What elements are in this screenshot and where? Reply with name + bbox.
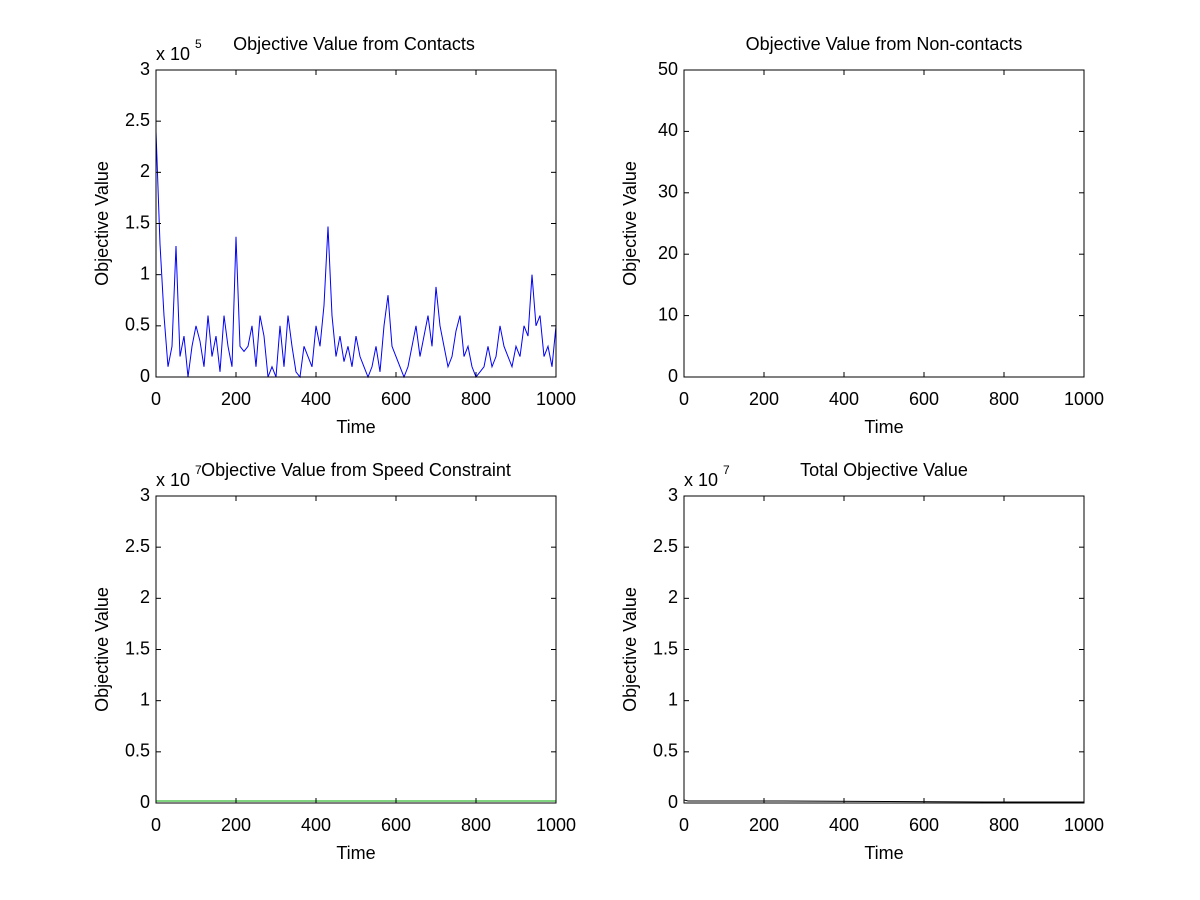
y-tick-label: 1 bbox=[668, 689, 678, 709]
y-tick-label: 3 bbox=[140, 485, 150, 505]
y-axis-label: Objective Value bbox=[92, 161, 112, 286]
plot-area bbox=[156, 70, 556, 377]
y-tick-label: 10 bbox=[658, 304, 678, 324]
y-tick-label: 0 bbox=[140, 792, 150, 812]
x-axis-label: Time bbox=[336, 843, 375, 863]
x-tick-label: 1000 bbox=[536, 815, 576, 835]
y-tick-label: 0 bbox=[140, 366, 150, 386]
y-tick-label: 30 bbox=[658, 182, 678, 202]
x-tick-label: 0 bbox=[151, 815, 161, 835]
x-tick-label: 1000 bbox=[1064, 389, 1104, 409]
x-tick-label: 800 bbox=[461, 815, 491, 835]
x-tick-label: 200 bbox=[221, 815, 251, 835]
axes-box bbox=[683, 69, 1085, 378]
y-axis-label: Objective Value bbox=[620, 161, 640, 286]
x-tick-label: 1000 bbox=[536, 389, 576, 409]
y-multiplier-exponent: 7 bbox=[723, 463, 730, 477]
chart-title: Objective Value from Contacts bbox=[233, 34, 475, 54]
y-tick-label: 40 bbox=[658, 120, 678, 140]
y-tick-label: 2 bbox=[140, 161, 150, 181]
x-axis-label: Time bbox=[336, 417, 375, 437]
y-multiplier-exponent: 5 bbox=[195, 37, 202, 51]
y-tick-label: 0.5 bbox=[125, 741, 150, 761]
chart-title: Objective Value from Non-contacts bbox=[746, 34, 1023, 54]
y-tick-label: 1 bbox=[140, 689, 150, 709]
y-tick-label: 0.5 bbox=[125, 315, 150, 335]
x-axis-label: Time bbox=[864, 843, 903, 863]
y-multiplier-exponent: 7 bbox=[195, 463, 202, 477]
y-tick-label: 0 bbox=[668, 366, 678, 386]
y-tick-label: 1 bbox=[140, 263, 150, 283]
y-tick-label: 3 bbox=[140, 59, 150, 79]
x-tick-label: 0 bbox=[679, 815, 689, 835]
x-tick-label: 200 bbox=[221, 389, 251, 409]
y-tick-label: 1.5 bbox=[125, 212, 150, 232]
x-tick-label: 400 bbox=[829, 389, 859, 409]
y-tick-label: 0.5 bbox=[653, 741, 678, 761]
x-tick-label: 600 bbox=[909, 815, 939, 835]
y-tick-label: 2.5 bbox=[653, 536, 678, 556]
x-tick-label: 800 bbox=[461, 389, 491, 409]
x-tick-label: 800 bbox=[989, 389, 1019, 409]
y-tick-label: 2.5 bbox=[125, 110, 150, 130]
x-tick-label: 0 bbox=[151, 389, 161, 409]
y-tick-label: 1.5 bbox=[653, 638, 678, 658]
chart-title: Total Objective Value bbox=[800, 460, 968, 480]
plot-area bbox=[156, 496, 556, 803]
x-tick-label: 600 bbox=[381, 815, 411, 835]
y-tick-label: 0 bbox=[668, 792, 678, 812]
x-tick-label: 800 bbox=[989, 815, 1019, 835]
y-tick-label: 1.5 bbox=[125, 638, 150, 658]
y-multiplier: x 10 bbox=[684, 470, 718, 490]
y-tick-label: 2.5 bbox=[125, 536, 150, 556]
y-tick-label: 20 bbox=[658, 243, 678, 263]
plot-area bbox=[684, 70, 1084, 377]
x-tick-label: 600 bbox=[381, 389, 411, 409]
chart-title: Objective Value from Speed Constraint bbox=[201, 460, 511, 480]
y-tick-label: 2 bbox=[140, 587, 150, 607]
x-tick-label: 1000 bbox=[1064, 815, 1104, 835]
y-tick-label: 2 bbox=[668, 587, 678, 607]
y-tick-label: 3 bbox=[668, 485, 678, 505]
y-axis-label: Objective Value bbox=[92, 587, 112, 712]
y-tick-label: 50 bbox=[658, 59, 678, 79]
x-tick-label: 600 bbox=[909, 389, 939, 409]
x-tick-label: 200 bbox=[749, 389, 779, 409]
x-axis-label: Time bbox=[864, 417, 903, 437]
data-line bbox=[683, 799, 1084, 803]
data-line bbox=[155, 131, 557, 379]
x-tick-label: 400 bbox=[829, 815, 859, 835]
y-multiplier: x 10 bbox=[156, 470, 190, 490]
x-tick-label: 200 bbox=[749, 815, 779, 835]
y-axis-label: Objective Value bbox=[620, 587, 640, 712]
plot-area bbox=[684, 496, 1084, 803]
x-tick-label: 0 bbox=[679, 389, 689, 409]
x-tick-label: 400 bbox=[301, 389, 331, 409]
y-multiplier: x 10 bbox=[156, 44, 190, 64]
x-tick-label: 400 bbox=[301, 815, 331, 835]
